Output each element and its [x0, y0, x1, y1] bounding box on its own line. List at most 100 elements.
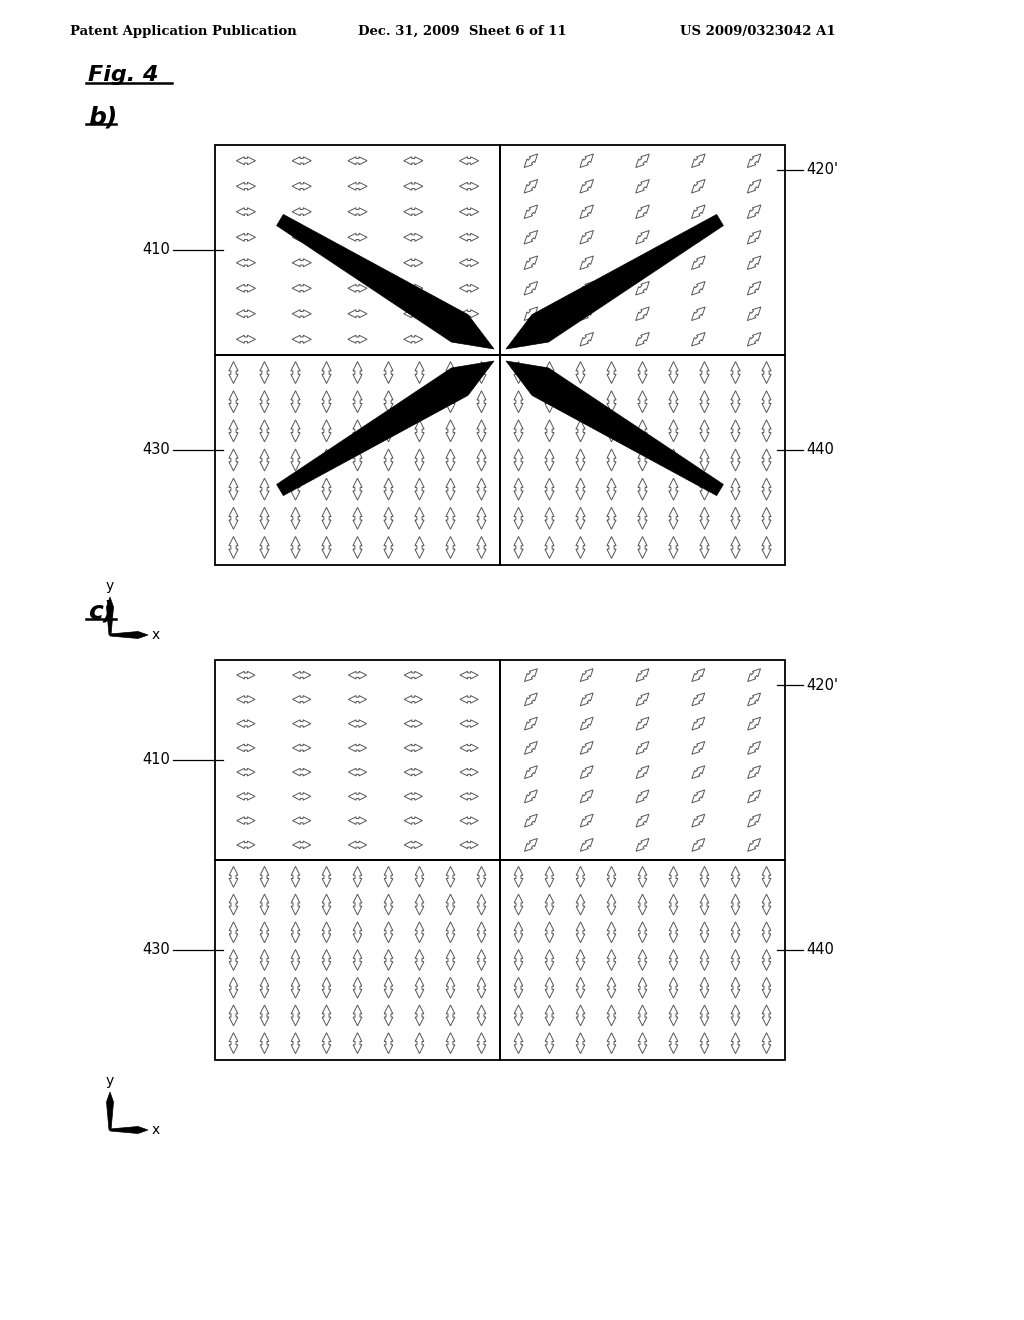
- Polygon shape: [691, 333, 706, 346]
- Polygon shape: [445, 391, 455, 413]
- Polygon shape: [669, 362, 678, 384]
- Polygon shape: [575, 391, 585, 413]
- Polygon shape: [524, 333, 538, 346]
- Polygon shape: [607, 866, 615, 887]
- Polygon shape: [607, 391, 616, 413]
- Polygon shape: [322, 478, 331, 500]
- Polygon shape: [638, 362, 647, 384]
- Polygon shape: [607, 949, 615, 970]
- Polygon shape: [700, 478, 709, 500]
- Polygon shape: [403, 259, 423, 267]
- Polygon shape: [580, 256, 594, 269]
- Polygon shape: [748, 154, 761, 168]
- Text: 430: 430: [142, 442, 170, 458]
- Polygon shape: [669, 894, 678, 915]
- Polygon shape: [291, 391, 300, 413]
- Polygon shape: [415, 866, 424, 887]
- Polygon shape: [748, 766, 761, 779]
- Bar: [215, 355, 500, 565]
- Polygon shape: [524, 766, 538, 779]
- Polygon shape: [638, 949, 647, 970]
- Polygon shape: [575, 478, 585, 500]
- Polygon shape: [353, 478, 362, 500]
- Polygon shape: [415, 362, 424, 384]
- Polygon shape: [384, 449, 393, 471]
- Polygon shape: [636, 205, 649, 219]
- Text: c): c): [88, 601, 115, 624]
- Polygon shape: [348, 335, 367, 343]
- Polygon shape: [348, 768, 367, 776]
- Text: x: x: [152, 1123, 160, 1137]
- Polygon shape: [762, 449, 771, 471]
- Polygon shape: [237, 234, 255, 242]
- Polygon shape: [348, 817, 367, 825]
- Polygon shape: [700, 536, 709, 558]
- Polygon shape: [291, 977, 300, 998]
- Polygon shape: [700, 391, 709, 413]
- Polygon shape: [384, 894, 393, 915]
- Polygon shape: [731, 977, 740, 998]
- Polygon shape: [762, 894, 771, 915]
- Polygon shape: [692, 669, 705, 681]
- Polygon shape: [545, 1032, 554, 1053]
- Text: Dec. 31, 2009  Sheet 6 of 11: Dec. 31, 2009 Sheet 6 of 11: [358, 25, 566, 38]
- Polygon shape: [384, 391, 393, 413]
- Polygon shape: [580, 308, 594, 321]
- Polygon shape: [669, 420, 678, 442]
- Polygon shape: [460, 284, 478, 292]
- Polygon shape: [691, 205, 706, 219]
- Polygon shape: [762, 420, 771, 442]
- Polygon shape: [403, 310, 423, 318]
- Text: 440: 440: [806, 442, 834, 458]
- Polygon shape: [353, 949, 361, 970]
- Polygon shape: [404, 792, 422, 800]
- Polygon shape: [524, 693, 538, 706]
- Polygon shape: [384, 507, 393, 529]
- Polygon shape: [580, 281, 594, 294]
- Polygon shape: [762, 362, 771, 384]
- Polygon shape: [638, 894, 647, 915]
- Polygon shape: [580, 154, 594, 168]
- Polygon shape: [460, 157, 478, 165]
- Polygon shape: [692, 693, 705, 706]
- Polygon shape: [293, 744, 311, 751]
- Polygon shape: [229, 420, 239, 442]
- Polygon shape: [636, 814, 649, 828]
- Polygon shape: [237, 719, 255, 727]
- Polygon shape: [748, 333, 761, 346]
- Bar: [215, 145, 500, 355]
- Polygon shape: [237, 259, 255, 267]
- Polygon shape: [229, 949, 238, 970]
- Polygon shape: [291, 1032, 300, 1053]
- Polygon shape: [731, 478, 740, 500]
- Polygon shape: [636, 333, 649, 346]
- Polygon shape: [260, 420, 269, 442]
- Polygon shape: [229, 1032, 238, 1053]
- Polygon shape: [293, 792, 311, 800]
- Polygon shape: [477, 536, 486, 558]
- Text: US 2009/0323042 A1: US 2009/0323042 A1: [680, 25, 836, 38]
- Polygon shape: [229, 391, 239, 413]
- Polygon shape: [762, 866, 771, 887]
- Polygon shape: [276, 214, 494, 348]
- Polygon shape: [607, 362, 616, 384]
- Text: Patent Application Publication: Patent Application Publication: [70, 25, 297, 38]
- Polygon shape: [445, 478, 455, 500]
- Polygon shape: [460, 719, 478, 727]
- Polygon shape: [669, 507, 678, 529]
- Polygon shape: [636, 256, 649, 269]
- Polygon shape: [545, 949, 554, 970]
- Polygon shape: [607, 977, 615, 998]
- Polygon shape: [524, 814, 538, 828]
- Polygon shape: [415, 391, 424, 413]
- Polygon shape: [692, 814, 705, 828]
- Polygon shape: [545, 420, 554, 442]
- Polygon shape: [237, 207, 255, 215]
- Polygon shape: [636, 231, 649, 244]
- Polygon shape: [460, 182, 478, 190]
- Polygon shape: [514, 420, 523, 442]
- Bar: [500, 355, 785, 565]
- Polygon shape: [260, 977, 269, 998]
- Polygon shape: [477, 391, 486, 413]
- Polygon shape: [403, 207, 423, 215]
